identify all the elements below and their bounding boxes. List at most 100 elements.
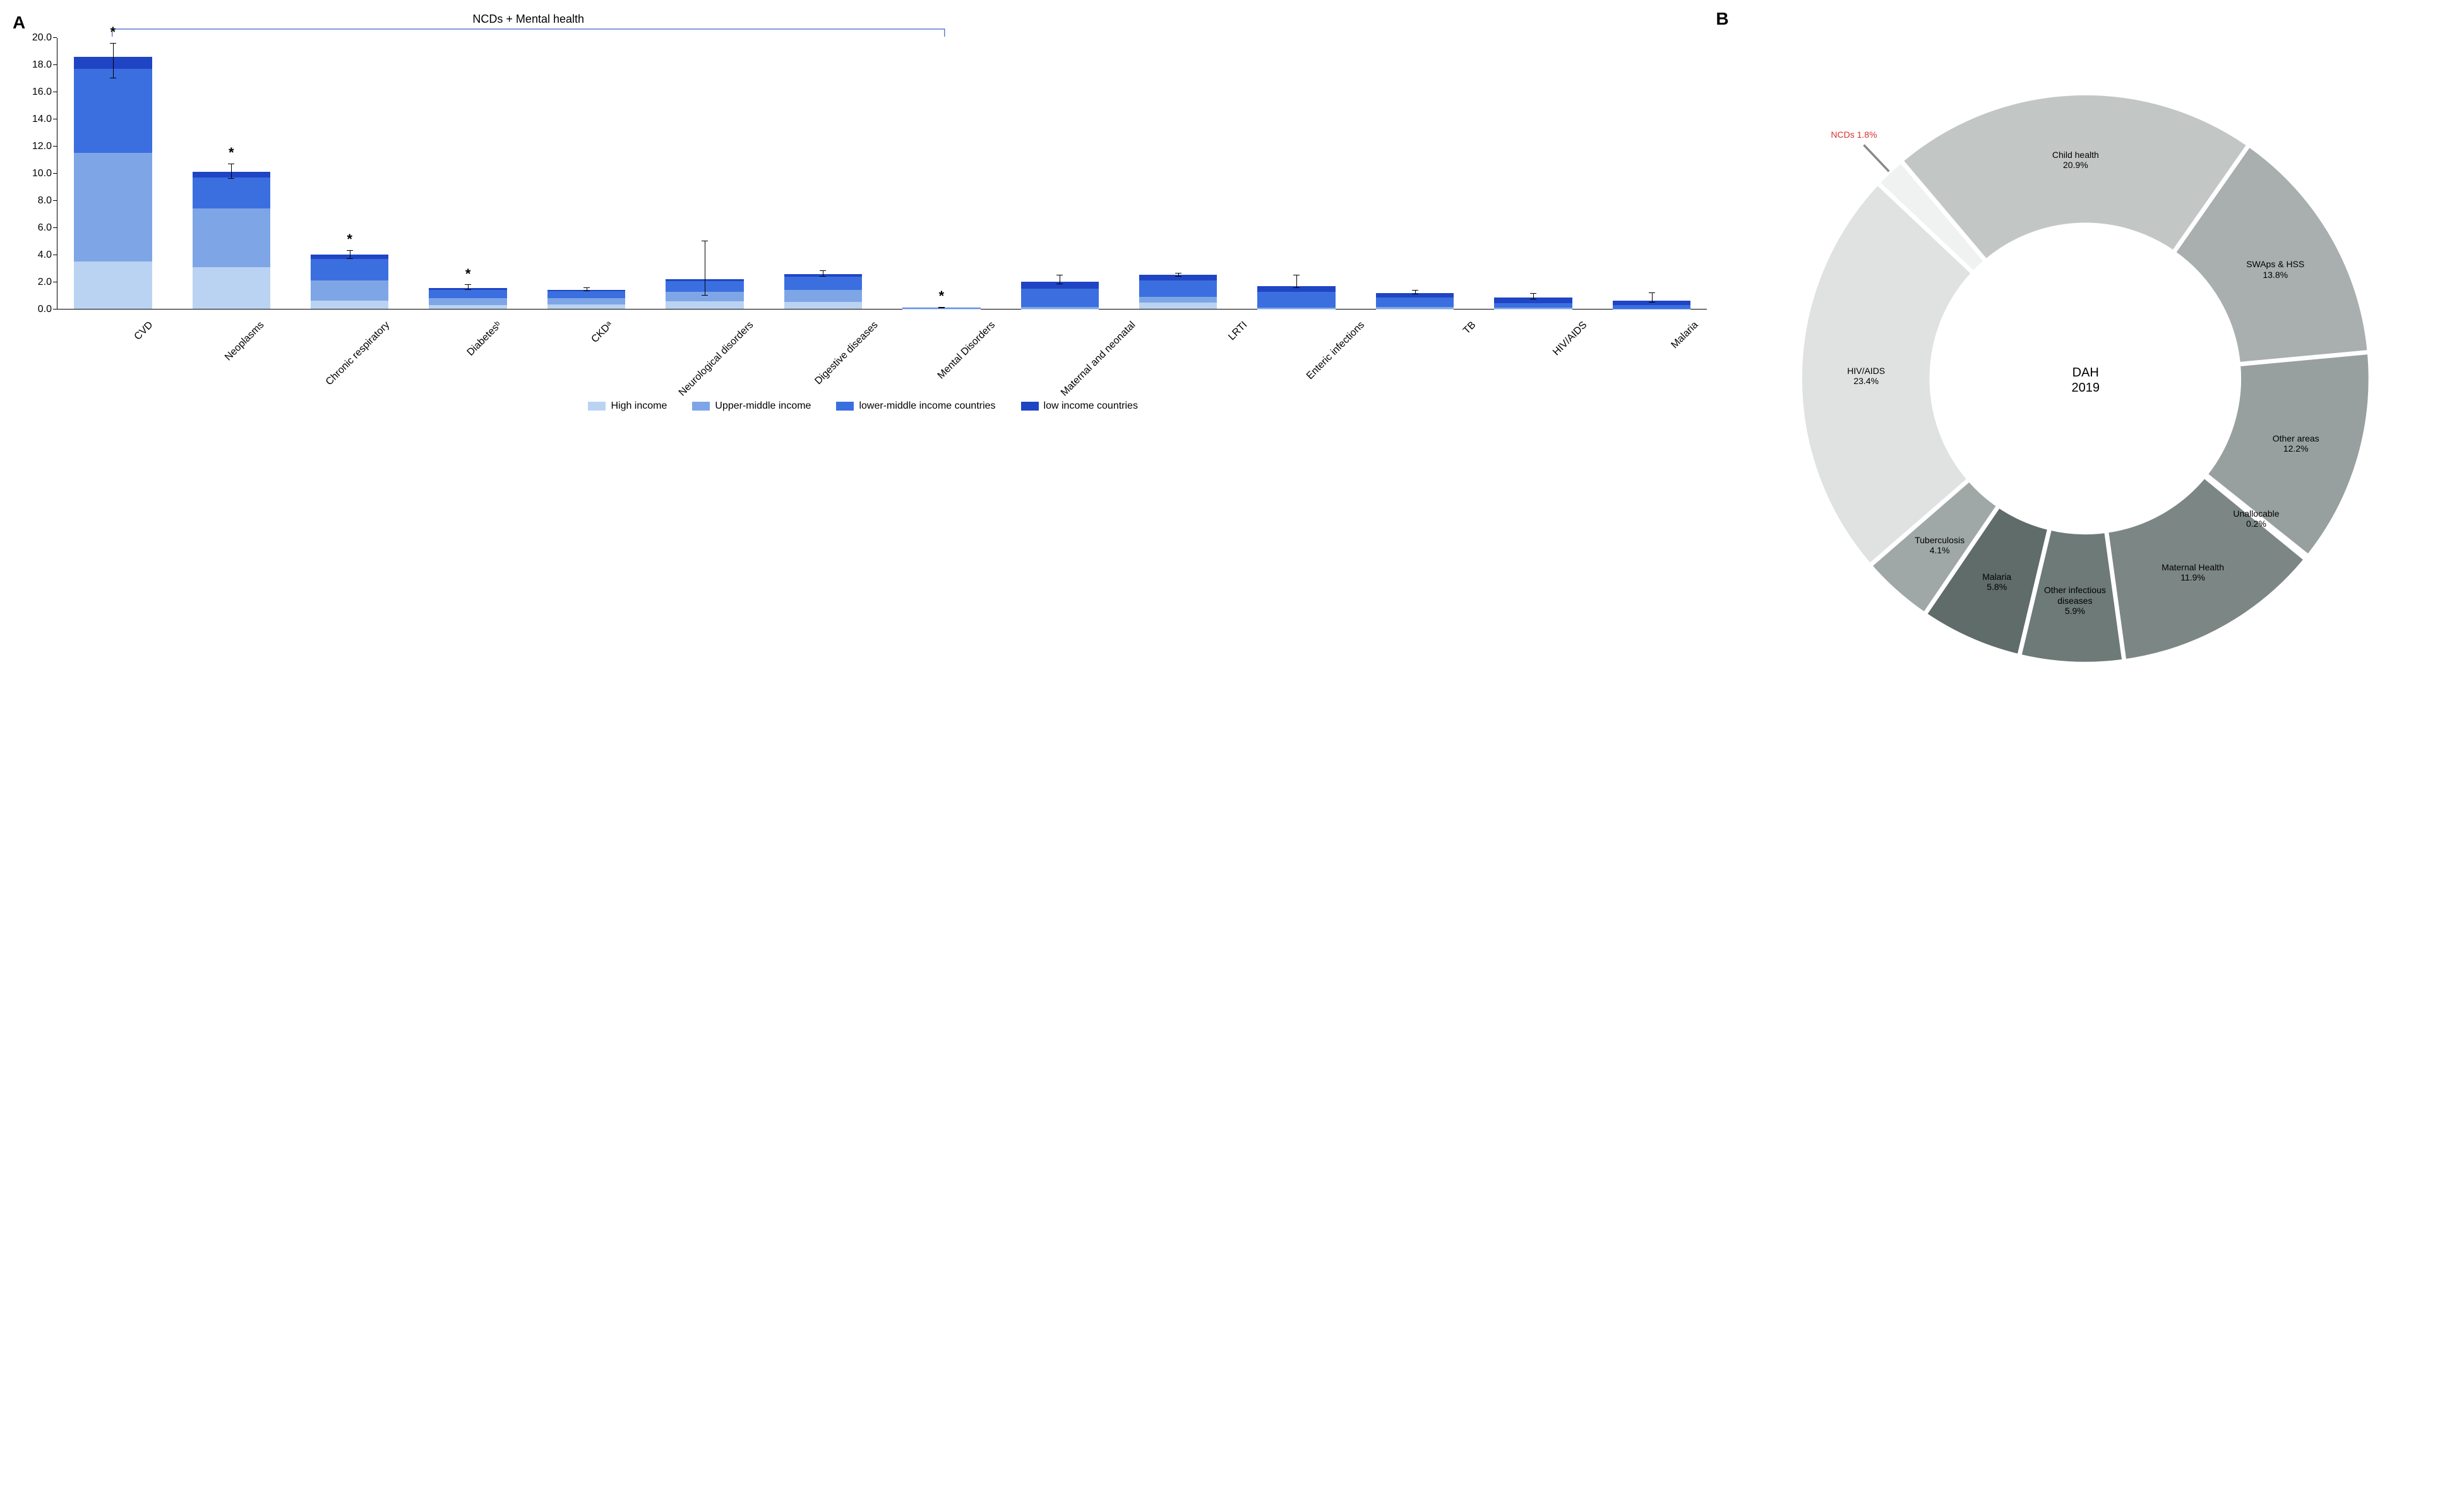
error-cap-bottom <box>702 295 708 296</box>
bar-segment-upper <box>784 290 862 302</box>
bar-mental-disorders: * <box>902 38 980 309</box>
significance-star: * <box>229 145 234 161</box>
bar-segment-upper <box>1139 297 1217 303</box>
error-cap-top <box>820 270 826 271</box>
bar-segment-lower <box>429 290 506 298</box>
bar-segment-lower <box>1376 298 1454 307</box>
bar-cvd: * <box>74 38 152 309</box>
bar-segment-lower <box>311 259 388 280</box>
legend-swatch <box>836 402 854 411</box>
bar-segment-lower <box>1021 289 1099 307</box>
x-label: HIV/AIDS <box>1531 320 1589 378</box>
x-label: Enteric infections <box>1305 320 1367 382</box>
y-tick-label: 2.0 <box>38 277 52 288</box>
x-label: Digestive diseases <box>813 320 880 387</box>
bar-segment-high <box>666 301 743 309</box>
bracket: NCDs + Mental health <box>57 13 1713 38</box>
donut-chart: DAH 2019 SWAps & HSS13.8% Other areas12.2… <box>1719 13 2451 748</box>
error-bar <box>113 44 114 79</box>
legend-label: lower-middle income countries <box>859 400 995 412</box>
y-tick-label: 12.0 <box>32 141 52 152</box>
donut-center-label: DAH 2019 <box>2071 365 2100 395</box>
bar-hiv-aids <box>1494 38 1572 309</box>
significance-star: * <box>939 288 945 304</box>
legend-swatch <box>588 402 606 411</box>
donut-label: HIV/AIDS23.4% <box>1828 366 1904 386</box>
donut-label: Tuberculosis4.1% <box>1902 535 1978 555</box>
y-tick-label: 10.0 <box>32 168 52 179</box>
legend-item-high: High income <box>588 400 667 412</box>
x-label: Neoplasms <box>208 320 266 378</box>
bar-diabetes-: * <box>429 38 506 309</box>
error-cap-top <box>465 284 471 285</box>
bar-segment-high <box>193 267 270 309</box>
bar-segment-upper <box>429 298 506 305</box>
error-cap-bottom <box>820 276 826 277</box>
bar-segment-high <box>429 305 506 309</box>
panel-b: B DAH 2019 SWAps & HSS13.8%Other areas12… <box>1719 13 2451 748</box>
bars-container: * * * * * <box>57 38 1707 309</box>
legend-label: low income countries <box>1044 400 1138 412</box>
bar-digestive-diseases <box>784 38 862 309</box>
bar-segment-lower <box>193 177 270 208</box>
bar-lrti <box>1139 38 1217 309</box>
bar-chart: Million deaths, 2019 0.02.04.06.08.010.0… <box>13 38 1713 412</box>
panel-a-label: A <box>13 13 25 33</box>
error-bar <box>1296 275 1297 287</box>
error-cap-bottom <box>228 178 234 179</box>
x-label: Chronic respiratory <box>324 320 392 388</box>
donut-label: NCDs 1.8% <box>1819 129 1889 140</box>
error-cap-bottom <box>1649 302 1655 303</box>
bar-segment-upper <box>193 208 270 267</box>
donut-center-line2: 2019 <box>2071 380 2100 395</box>
error-cap-bottom <box>347 258 353 259</box>
x-label: LRTI <box>1192 320 1250 378</box>
bar-segment-lower <box>547 291 625 298</box>
error-cap-top <box>347 250 353 251</box>
donut-label: Other areas12.2% <box>2258 433 2334 454</box>
x-label: Maternal and neonatal <box>1059 320 1138 399</box>
bar-chronic-respiratory: * <box>311 38 388 309</box>
x-label: Malaria <box>1642 320 1701 378</box>
x-label: CKDᵃ <box>557 320 615 378</box>
error-cap-top <box>1530 293 1536 294</box>
x-label: CVD <box>97 320 155 378</box>
x-label: TB <box>1420 320 1478 378</box>
bar-segment-high <box>311 301 388 309</box>
legend-label: High income <box>611 400 667 412</box>
bar-segment-lower <box>74 69 152 153</box>
bar-ckd- <box>547 38 625 309</box>
legend-item-lower: lower-middle income countries <box>836 400 995 412</box>
y-tick-label: 14.0 <box>32 114 52 125</box>
bar-segment-high <box>1139 303 1217 309</box>
error-cap-top <box>583 287 590 288</box>
legend-label: Upper-middle income <box>715 400 811 412</box>
legend-item-low: low income countries <box>1021 400 1138 412</box>
legend-item-upper: Upper-middle income <box>692 400 811 412</box>
donut-label: SWAps & HSS13.8% <box>2237 259 2313 279</box>
bar-neurological-disorders <box>666 38 743 309</box>
y-tick-label: 20.0 <box>32 32 52 44</box>
x-label: Neurological disorders <box>677 320 756 399</box>
x-label: Diabetesᵇ <box>446 320 504 378</box>
y-tick-label: 16.0 <box>32 87 52 98</box>
error-bar <box>1652 293 1653 303</box>
error-cap-top <box>1412 290 1418 291</box>
plot-area: * * * * * <box>57 38 1707 310</box>
donut-leader-line <box>1864 145 1889 171</box>
y-axis: Million deaths, 2019 0.02.04.06.08.010.0… <box>13 38 57 310</box>
significance-star: * <box>111 24 116 40</box>
y-tick-label: 8.0 <box>38 195 52 207</box>
error-cap-bottom <box>465 289 471 290</box>
bar-segment-lower <box>784 277 862 290</box>
figure-root: A NCDs + Mental health Million deaths, 2… <box>13 13 2451 748</box>
donut-label: Maternal Health11.9% <box>2155 562 2231 582</box>
y-tick-label: 6.0 <box>38 222 52 234</box>
bracket-line <box>57 27 1713 38</box>
donut-label: Other infectious diseases5.9% <box>2037 585 2113 615</box>
bar-tb <box>1376 38 1454 309</box>
y-tick-label: 18.0 <box>32 59 52 71</box>
y-tick-label: 0.0 <box>38 304 52 315</box>
x-label: Mental Disorders <box>935 320 997 382</box>
significance-star: * <box>465 266 471 282</box>
